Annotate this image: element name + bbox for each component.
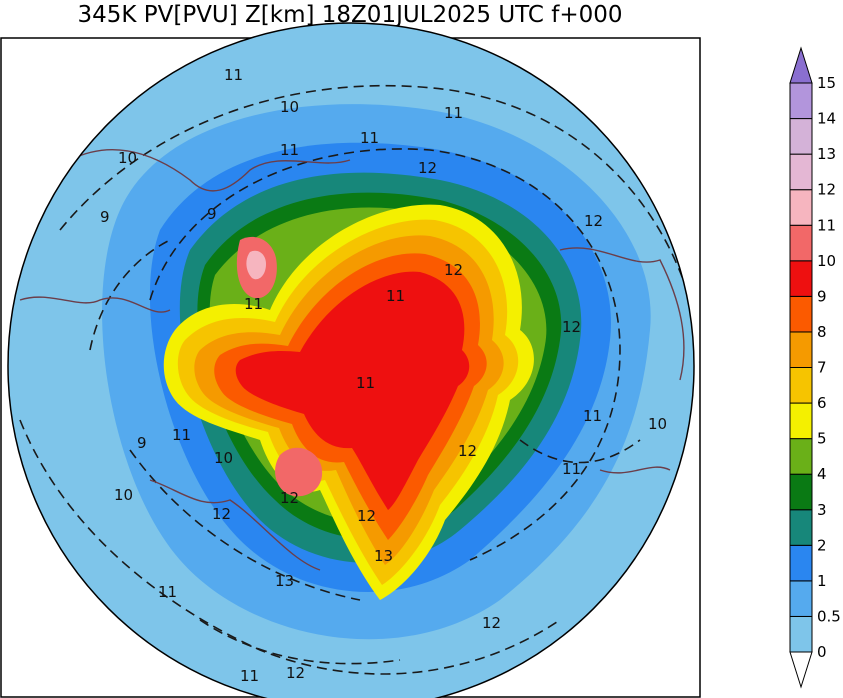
colorbar-tick-label: 0.5 (817, 607, 841, 625)
colorbar-box (789, 189, 813, 226)
colorbar-box (789, 367, 813, 404)
contour-label: 11 (356, 374, 375, 392)
contour-label: 11 (244, 295, 263, 313)
contour-label-group: 11 10 10 9 9 11 11 12 12 12 12 11 11 11 … (100, 66, 667, 685)
contour-label: 12 (458, 442, 477, 460)
height-contours (19, 84, 691, 675)
contour-label: 9 (100, 208, 110, 226)
colorbar-tick-label: 2 (817, 536, 827, 554)
colorbar-box (789, 295, 813, 333)
contour-label: 11 (172, 426, 191, 444)
pv-field-12 (246, 250, 266, 280)
colorbar-box (789, 224, 813, 262)
contour-label: 9 (137, 434, 147, 452)
colorbar-extend-low (789, 651, 813, 689)
contour-label: 11 (158, 583, 177, 601)
contour-label: 12 (482, 614, 501, 632)
contour-label: 10 (114, 486, 133, 504)
pv-field-11b (275, 447, 323, 497)
contour-label: 12 (357, 507, 376, 525)
colorbar-tick-label: 7 (817, 359, 827, 377)
colorbar-tick-label: 6 (817, 394, 827, 412)
colorbar-box (789, 615, 813, 653)
colorbar-box (789, 438, 813, 475)
contour-label: 10 (214, 449, 233, 467)
contour-label: 10 (118, 149, 137, 167)
pv-field-10 (235, 271, 470, 510)
colorbar-box (789, 153, 813, 191)
contour-label: 12 (562, 318, 581, 336)
colorbar-box (789, 509, 813, 546)
contour-label: 11 (360, 129, 379, 147)
colorbar-tick-label: 0 (817, 643, 827, 661)
colorbar-tick-label: 9 (817, 287, 827, 305)
colorbar-box (789, 82, 813, 120)
colorbar-tick-label: 8 (817, 323, 827, 341)
contour-label: 11 (240, 667, 259, 685)
colorbar-box (789, 580, 813, 617)
contour-label: 11 (444, 104, 463, 122)
colorbar-tick-label: 3 (817, 501, 827, 519)
colorbar-tick-label: 5 (817, 430, 827, 448)
colorbar-box (789, 331, 813, 368)
contour-label: 11 (583, 407, 602, 425)
contour-label: 11 (224, 66, 243, 84)
contour-label: 12 (212, 505, 231, 523)
contour-label: 12 (286, 664, 305, 682)
contour-label: 12 (444, 261, 463, 279)
contour-label: 13 (275, 572, 294, 590)
contour-label: 11 (280, 141, 299, 159)
colorbar-box (789, 402, 813, 440)
colorbar-extend-high (789, 46, 813, 84)
contour-label: 11 (386, 287, 405, 305)
contour-label: 13 (374, 547, 393, 565)
colorbar-tick-label: 14 (817, 110, 836, 128)
coastlines (19, 148, 685, 571)
colorbar-tick-label: 10 (817, 252, 836, 270)
colorbar-box (789, 260, 813, 297)
colorbar-tick-label: 13 (817, 145, 836, 163)
colorbar-box (789, 473, 813, 511)
contour-label: 9 (207, 205, 217, 223)
colorbar-tick-label: 12 (817, 181, 836, 199)
colorbar-tick-label: 4 (817, 465, 827, 483)
colorbar-tick-label: 1 (817, 572, 827, 590)
colorbar-box (789, 118, 813, 155)
map-boundary (7, 22, 695, 698)
contour-label: 12 (418, 159, 437, 177)
colorbar-box (789, 544, 813, 582)
colorbar-tick-label: 15 (817, 74, 836, 92)
contour-label: 10 (280, 98, 299, 116)
colorbar-tick-label: 11 (817, 216, 836, 234)
contour-label: 11 (562, 460, 581, 478)
contour-label: 12 (280, 489, 299, 507)
contour-label: 10 (648, 415, 667, 433)
contour-label: 12 (584, 212, 603, 230)
